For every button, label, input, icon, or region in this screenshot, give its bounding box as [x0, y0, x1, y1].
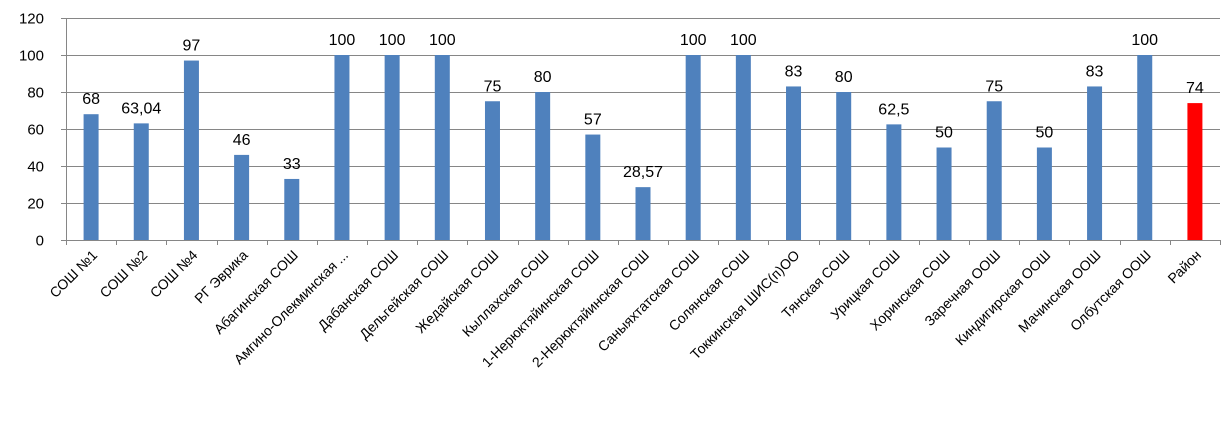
data-label: 100	[680, 32, 707, 49]
y-tick-label: 60	[27, 122, 44, 139]
bar	[886, 124, 902, 240]
bar	[936, 147, 952, 240]
bar	[83, 114, 99, 240]
data-label: 46	[233, 132, 251, 149]
bar	[334, 55, 350, 240]
bar	[986, 101, 1002, 240]
data-label: 63,04	[121, 100, 161, 117]
data-label: 50	[935, 125, 953, 142]
bar	[786, 86, 802, 240]
y-tick-label: 0	[36, 233, 44, 250]
bar	[585, 134, 601, 240]
data-label: 75	[484, 78, 502, 95]
category-label: Кыллахская СОШ	[459, 247, 552, 340]
data-label: 28,57	[623, 164, 663, 181]
bar	[1087, 86, 1103, 240]
bar	[234, 154, 250, 240]
category-label: Район	[1164, 247, 1204, 287]
data-label: 100	[1131, 32, 1158, 49]
data-label: 68	[82, 91, 100, 108]
bar	[133, 123, 149, 240]
bar	[685, 55, 701, 240]
data-label: 75	[985, 78, 1003, 95]
y-tick-label: 100	[19, 48, 44, 65]
data-label: 100	[429, 32, 456, 49]
y-tick-label: 80	[27, 85, 44, 102]
bar-highlight	[1187, 103, 1203, 240]
category-label: СОШ №1	[46, 247, 100, 301]
bar	[535, 92, 551, 240]
category-label: Киндигирская ООШ	[952, 247, 1054, 349]
y-axis-tick-labels: 0 20 40 60 80 100 120	[19, 11, 66, 250]
bar	[836, 92, 852, 240]
data-label: 80	[835, 69, 853, 86]
y-tick-label: 40	[27, 159, 44, 176]
bar	[183, 60, 199, 240]
data-label: 33	[283, 156, 301, 173]
bar	[484, 101, 500, 240]
data-labels: 68 63,04 97 46 33 100 100 100 75 80 57 28,57 100 100 8…	[82, 32, 1204, 181]
category-label: Абагинская СОШ	[211, 247, 301, 337]
bar	[284, 178, 300, 240]
category-label: СОШ №2	[96, 247, 150, 301]
bar	[384, 55, 400, 240]
gridlines	[66, 18, 1220, 204]
data-label: 100	[379, 32, 406, 49]
data-label: 100	[329, 32, 356, 49]
data-label: 80	[534, 69, 552, 86]
bar	[434, 55, 450, 240]
data-label: 57	[584, 112, 602, 129]
bar	[1137, 55, 1153, 240]
y-tick-label: 20	[27, 196, 44, 213]
data-label: 97	[183, 38, 201, 55]
data-label: 100	[730, 32, 757, 49]
data-label: 74	[1186, 80, 1204, 97]
bar	[735, 55, 751, 240]
category-label: Дельгейская СОШ	[356, 247, 451, 342]
data-label: 50	[1035, 125, 1053, 142]
bar	[1036, 147, 1052, 240]
bars	[83, 55, 1203, 240]
data-label: 83	[1086, 63, 1104, 80]
data-label: 83	[785, 63, 803, 80]
bar	[635, 187, 651, 240]
data-label: 62,5	[878, 101, 909, 118]
y-tick-label: 120	[19, 11, 44, 28]
